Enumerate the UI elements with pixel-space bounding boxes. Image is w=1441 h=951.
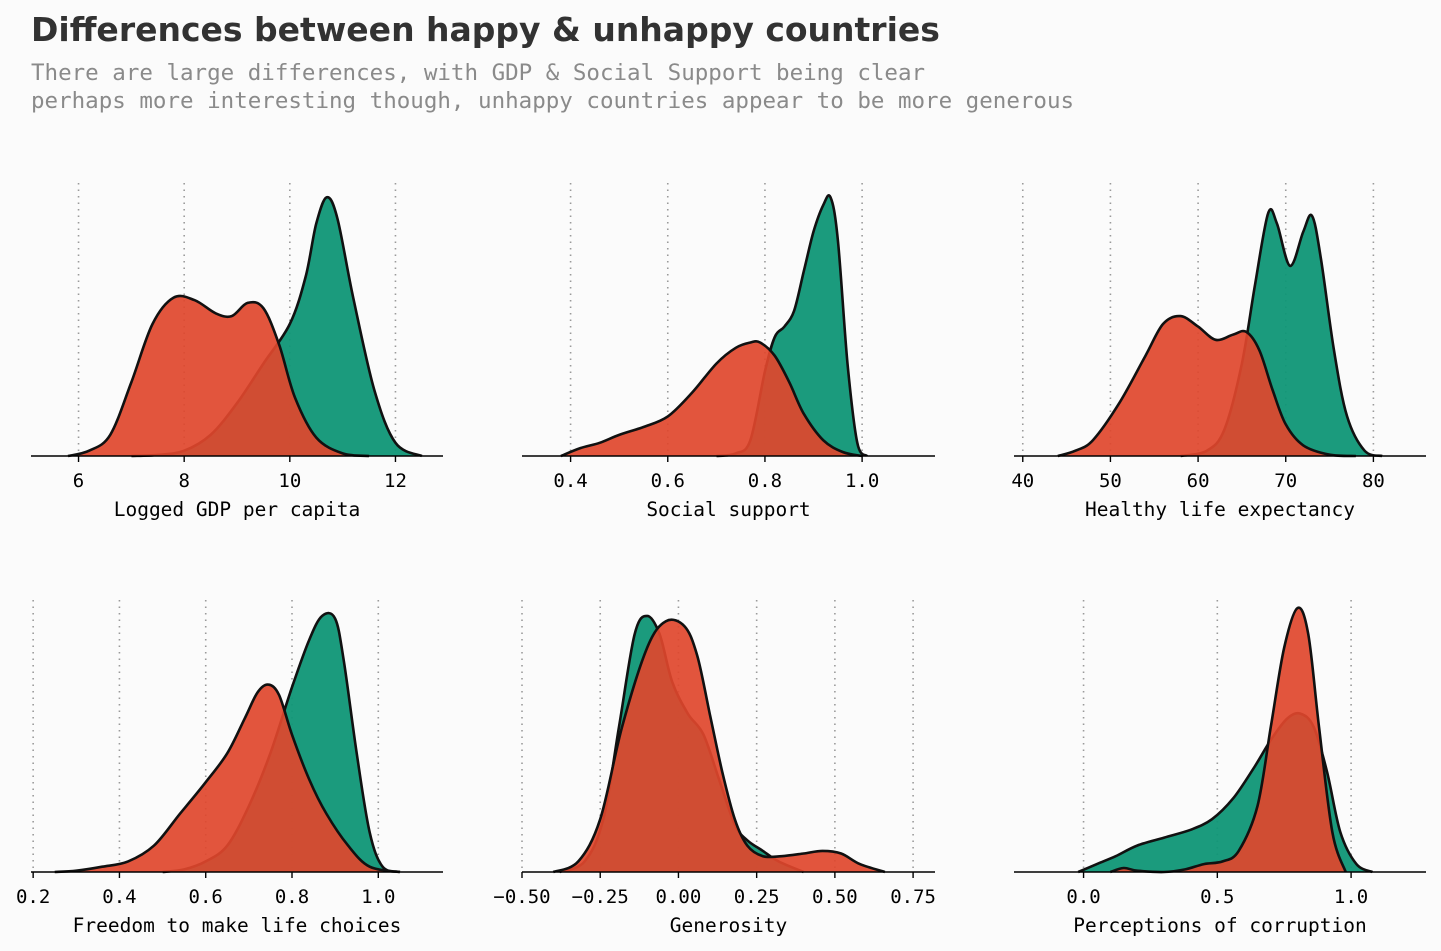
- page-title: Differences between happy & unhappy coun…: [31, 10, 940, 49]
- x-tick-label: 1.0: [845, 470, 879, 492]
- x-tick-label: 0.6: [189, 886, 223, 908]
- x-tick-label: 8: [178, 470, 189, 492]
- unhappy-density-area: [68, 295, 370, 456]
- unhappy-density-area: [1057, 316, 1356, 456]
- x-axis-label: Healthy life expectancy: [1085, 498, 1355, 521]
- x-tick-label: 0.8: [748, 470, 782, 492]
- x-tick-label: 0.50: [812, 886, 858, 908]
- happy-density-area: [131, 197, 422, 456]
- happy-density-area: [1180, 209, 1383, 456]
- x-tick-label: 70: [1274, 470, 1297, 492]
- x-tick-label: 50: [1099, 470, 1122, 492]
- x-tick-label: 0.00: [656, 886, 702, 908]
- unhappy-density-area: [54, 684, 400, 872]
- x-tick-label: −0.50: [493, 886, 550, 908]
- chart-panel-4: 0.2 0.4 0.6 0.8 1.0 Freedom to make life choi…: [16, 600, 443, 937]
- chart-panel-6: 0.0 0.5 1.0 Perceptions of corruption: [1014, 600, 1426, 937]
- x-tick-label: 60: [1187, 470, 1210, 492]
- chart-panel-1: 6 8 10 12 Logged GDP per capita: [31, 183, 443, 521]
- x-tick-label: 40: [1011, 470, 1034, 492]
- unhappy-density-line: [1057, 314, 1356, 458]
- x-tick-label: 0.75: [890, 886, 936, 908]
- unhappy-density-line: [67, 294, 370, 458]
- x-tick-label: 6: [73, 470, 84, 492]
- unhappy-density-area: [560, 341, 863, 456]
- x-tick-label: 12: [384, 470, 407, 492]
- x-tick-label: 0.8: [275, 886, 309, 908]
- happy-density-line: [1077, 711, 1374, 874]
- unhappy-density-line: [560, 339, 863, 458]
- x-axis-label: Perceptions of corruption: [1073, 914, 1367, 937]
- x-tick-label: 80: [1362, 470, 1385, 492]
- unhappy-density-area: [1110, 607, 1346, 873]
- x-tick-label: 0.6: [651, 470, 685, 492]
- x-tick-label: 0.25: [734, 886, 780, 908]
- x-tick-label: 1.0: [1334, 886, 1368, 908]
- x-axis-label: Logged GDP per capita: [114, 498, 361, 521]
- x-tick-label: 10: [278, 470, 301, 492]
- x-tick-label: 1.0: [361, 886, 395, 908]
- subtitle-line-1: There are large differences, with GDP & …: [31, 60, 926, 86]
- x-axis-label: Freedom to make life choices: [73, 914, 402, 937]
- subtitle-line-2: perhaps more interesting though, unhappy…: [31, 88, 1075, 114]
- chart-panel-2: 0.4 0.6 0.8 1.0 Social support: [522, 183, 935, 521]
- x-tick-label: 0.4: [102, 886, 136, 908]
- x-axis-label: Social support: [646, 498, 810, 521]
- x-tick-label: 0.0: [1066, 886, 1100, 908]
- x-tick-label: 0.2: [16, 886, 50, 908]
- x-tick-label: 0.5: [1200, 886, 1234, 908]
- happy-density-area: [716, 195, 867, 456]
- x-tick-label: 0.4: [553, 470, 587, 492]
- chart-panel-3: 40 50 60 70 80 Healthy life expectancy: [1011, 183, 1426, 521]
- x-tick-label: −0.25: [572, 886, 629, 908]
- x-axis-label: Generosity: [670, 914, 787, 937]
- chart-panel-5: −0.50 −0.25 0.00 0.25 0.50 0.75 Generosity: [493, 600, 936, 937]
- unhappy-density-line: [54, 683, 401, 874]
- unhappy-density-line: [552, 618, 886, 874]
